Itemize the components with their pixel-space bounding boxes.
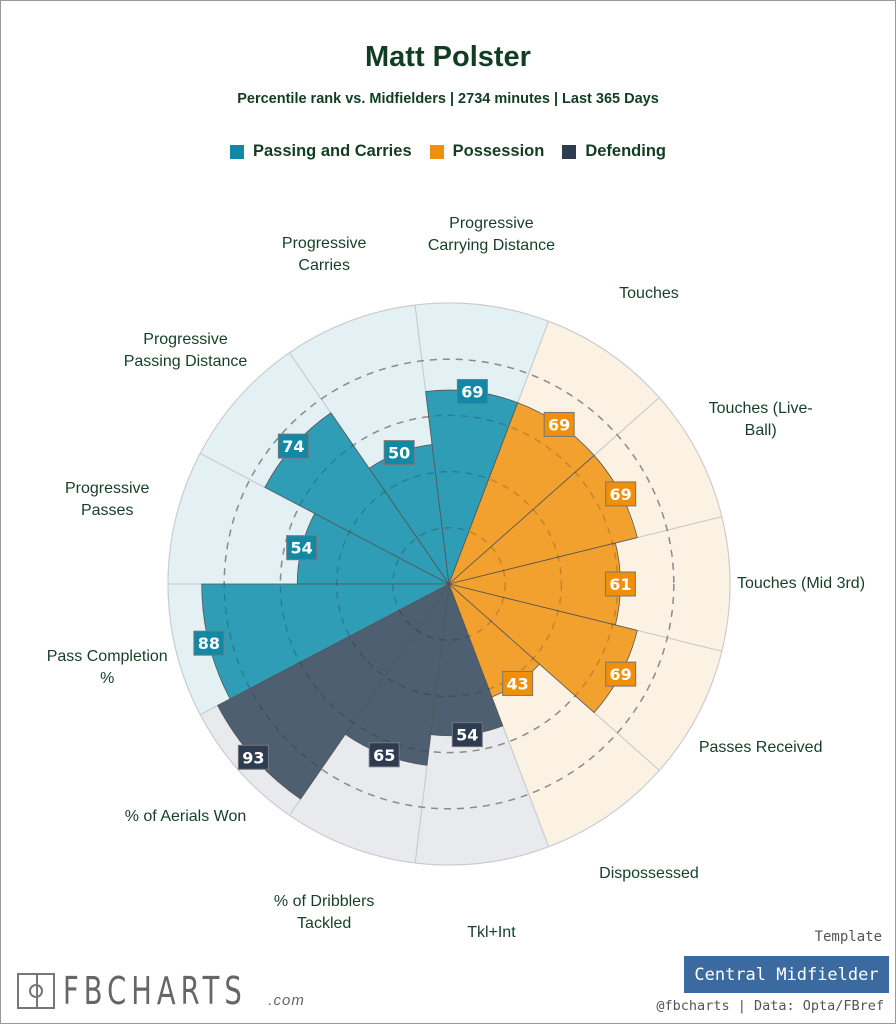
value-label: 74 <box>277 433 309 459</box>
value-label-box <box>502 670 534 696</box>
value-label-box <box>604 571 636 597</box>
legend-swatch <box>429 144 444 159</box>
category-label: % of Aerials Won <box>124 808 247 826</box>
category-label: Touches (Mid 3rd) <box>736 575 866 592</box>
value-label-box <box>451 722 483 748</box>
value-label-text: 54 <box>456 726 478 745</box>
value-label-box <box>605 661 637 687</box>
legend-item-possession: Possession <box>429 142 545 161</box>
value-label: 69 <box>456 379 488 405</box>
value-label: 54 <box>451 722 483 748</box>
category-label: Pass Completion % <box>46 648 168 688</box>
category-label: Progressive Passes <box>64 479 150 519</box>
category-label: % of Dribblers Tackled <box>273 893 375 933</box>
logo-suffix: .com <box>268 992 305 1009</box>
legend-label: Defending <box>585 142 667 160</box>
category-label: Tkl+Int <box>467 924 516 942</box>
category-label: Progressive Carrying Distance <box>427 214 555 254</box>
legend-item-defending: Defending <box>562 142 666 161</box>
value-label: 54 <box>286 535 318 561</box>
value-label-box <box>286 535 318 561</box>
category-label: Progressive Carries <box>281 234 367 274</box>
value-label-box <box>193 630 225 656</box>
value-label-box <box>237 744 269 770</box>
category-label: Progressive Passing Distance <box>123 330 248 370</box>
value-label: 65 <box>368 742 400 768</box>
page-subtitle: Percentile rank vs. Midfielders | 2734 m… <box>237 91 659 107</box>
category-label: Dispossessed <box>599 864 699 882</box>
legend-label: Passing and Carries <box>252 142 412 160</box>
value-label: 43 <box>502 670 534 696</box>
legend: Passing and Carries Possession Defending <box>1 142 895 161</box>
template-label: Template <box>814 929 882 945</box>
value-label-text: 93 <box>242 748 264 767</box>
value-label: 69 <box>543 411 575 437</box>
template-badge: Central Midfielder <box>684 956 889 993</box>
value-label-box <box>368 742 400 768</box>
value-label-box <box>383 440 415 466</box>
value-label: 69 <box>605 661 637 687</box>
category-label: Touches (Live-Ball) <box>708 400 813 440</box>
value-label-text: 69 <box>461 383 483 402</box>
gridline-overlay <box>335 470 563 698</box>
value-label-text: 74 <box>282 437 304 456</box>
legend-swatch <box>229 144 244 159</box>
value-label-text: 69 <box>548 415 570 434</box>
value-label: 88 <box>193 630 225 656</box>
value-label-text: 88 <box>198 634 220 653</box>
gridline-overlay <box>392 527 506 641</box>
category-label: Touches <box>619 285 679 303</box>
legend-label: Possession <box>452 142 545 160</box>
data-credit: @fbcharts | Data: Opta/FBref <box>656 998 884 1014</box>
legend-swatch <box>562 144 577 159</box>
gridline-overlay <box>223 358 675 810</box>
value-label: 50 <box>383 440 415 466</box>
pitch-icon <box>17 973 55 1009</box>
page-title: Matt Polster <box>365 41 531 73</box>
outer-ring <box>167 302 731 866</box>
category-label: Passes Received <box>698 738 823 756</box>
value-label-text: 50 <box>388 444 410 463</box>
value-label: 93 <box>237 744 269 770</box>
value-label-box <box>277 433 309 459</box>
value-label-text: 69 <box>610 665 632 684</box>
value-label-box <box>605 481 637 507</box>
value-label: 69 <box>605 481 637 507</box>
legend-item-passing: Passing and Carries <box>229 142 412 161</box>
value-label-text: 69 <box>610 485 632 504</box>
value-label-box <box>456 379 488 405</box>
value-label-text: 61 <box>609 575 631 594</box>
logo-text: FBCHARTS <box>63 969 247 1013</box>
value-label-text: 54 <box>291 539 313 558</box>
value-label: 61 <box>604 571 636 597</box>
value-label-box <box>543 411 575 437</box>
value-label-text: 65 <box>373 746 395 765</box>
fbcharts-logo: FBCHARTS .com <box>17 969 305 1013</box>
value-label-text: 43 <box>507 674 529 693</box>
